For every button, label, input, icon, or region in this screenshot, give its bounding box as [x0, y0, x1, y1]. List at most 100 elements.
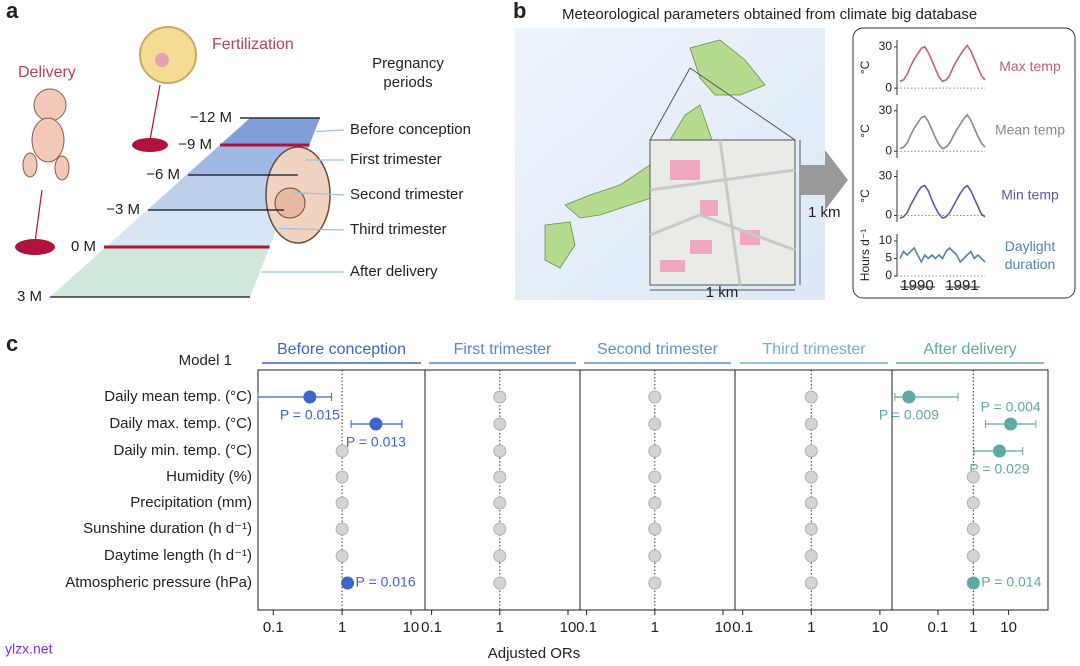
point — [493, 549, 507, 563]
y-axis-title: °C — [858, 60, 872, 74]
y-tick-label: 0 — [885, 80, 892, 94]
point — [335, 549, 349, 563]
point — [804, 470, 818, 484]
p-value-label: P = 0.014 — [981, 574, 1041, 590]
delivery-label: Delivery — [18, 64, 76, 81]
p-value-label: P = 0.004 — [981, 399, 1041, 415]
y-tick-label: 5 — [885, 251, 892, 265]
scale-label: 1 km — [706, 284, 739, 301]
legend-label: Mean temp — [995, 122, 1065, 138]
point — [648, 417, 662, 431]
period-connector — [316, 129, 345, 133]
legend-line: duration — [1005, 256, 1056, 272]
city-inset — [649, 139, 796, 286]
y-axis-title: Hours d⁻¹ — [858, 229, 872, 281]
model-label: Model 1 — [179, 352, 232, 369]
point — [966, 496, 980, 510]
point — [493, 390, 507, 404]
watermark: ylzx.net — [5, 641, 53, 657]
panel-label: b — [513, 0, 526, 23]
point — [335, 496, 349, 510]
point — [648, 549, 662, 563]
x-tick-label: 10 — [560, 619, 577, 636]
point — [902, 390, 916, 404]
point — [648, 496, 662, 510]
point — [648, 576, 662, 590]
y-tick-label: 10 — [879, 233, 893, 247]
p-value-label: P = 0.029 — [969, 461, 1029, 477]
row-label: Daily min. temp. (°C) — [113, 442, 252, 459]
series-line — [899, 246, 986, 264]
point — [804, 576, 818, 590]
row-label: Humidity (%) — [166, 468, 252, 485]
y-axis-title: °C — [858, 189, 872, 203]
x-tick-label: 10 — [403, 619, 420, 636]
point — [493, 470, 507, 484]
series-line — [899, 184, 986, 220]
x-tick-label: 10 — [715, 619, 732, 636]
y-tick-label: 30 — [879, 39, 893, 53]
timepoint-label: 0 M — [71, 238, 96, 255]
period-band — [147, 175, 298, 210]
y-tick-label: 30 — [879, 169, 893, 183]
legend-label: Min temp — [1001, 187, 1059, 203]
legend-label: Max temp — [999, 58, 1061, 74]
row-label: Atmospheric pressure (hPa) — [65, 574, 252, 591]
connector — [34, 189, 43, 243]
x-tick-label: 0.1 — [421, 619, 442, 636]
point — [493, 444, 507, 458]
series-line — [899, 113, 986, 150]
legend-label: Daylight duration — [1005, 238, 1056, 272]
timepoint-label: −6 M — [146, 166, 180, 183]
point — [966, 470, 980, 484]
y-tick-label: 30 — [879, 103, 893, 117]
baby-icon — [22, 88, 70, 181]
p-value-label: P = 0.015 — [280, 407, 340, 423]
period-connector — [278, 227, 345, 231]
period-connector — [292, 191, 345, 196]
x-tick-label: 0.1 — [732, 619, 753, 636]
point — [804, 549, 818, 563]
point — [303, 390, 317, 404]
period-label: Second trimester — [350, 186, 463, 203]
fertilization-label: Fertilization — [212, 36, 294, 53]
egg-nucleus — [155, 53, 169, 67]
point — [335, 444, 349, 458]
connector — [149, 84, 161, 141]
year-label: 1990 — [900, 277, 933, 294]
point — [804, 522, 818, 536]
p-value-label: P = 0.013 — [346, 434, 406, 450]
zoom-line — [689, 67, 796, 141]
panel-header: Third trimester — [762, 341, 866, 358]
chart-frame — [852, 27, 1076, 299]
panel-title: Meteorological parameters obtained from … — [562, 6, 977, 23]
period-label: First trimester — [350, 151, 442, 168]
period-band — [105, 210, 285, 247]
period-label: Before conception — [350, 121, 471, 138]
panel-label: c — [6, 331, 18, 356]
arrow — [800, 150, 848, 210]
row-label: Daily max. temp. (°C) — [109, 415, 252, 432]
x-tick-label: 10 — [1000, 619, 1017, 636]
row-label: Sunshine duration (h d⁻¹) — [83, 520, 252, 537]
x-tick-label: 0.1 — [263, 619, 284, 636]
point — [493, 522, 507, 536]
timepoint-label: 3 M — [17, 288, 42, 305]
period-band — [219, 118, 320, 145]
panel-header: Before conception — [277, 341, 406, 358]
point — [335, 522, 349, 536]
x-tick-label: 10 — [872, 619, 889, 636]
point — [341, 576, 355, 590]
point — [493, 496, 507, 510]
y-axis-title: °C — [858, 124, 872, 138]
point — [369, 417, 383, 431]
x-tick-label: 0.1 — [576, 619, 597, 636]
point — [648, 522, 662, 536]
panel-header: Second trimester — [597, 341, 719, 358]
zoom-line — [649, 67, 691, 141]
x-tick-label: 1 — [496, 619, 504, 636]
y-tick-label: 0 — [885, 208, 892, 222]
marker — [132, 138, 168, 152]
period-label: After delivery — [350, 263, 438, 280]
